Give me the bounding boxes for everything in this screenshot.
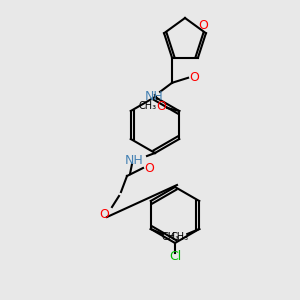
Text: CH₃: CH₃ (162, 232, 180, 242)
Text: Cl: Cl (169, 250, 181, 263)
Text: CH₃: CH₃ (170, 232, 188, 242)
Text: O: O (189, 71, 199, 84)
Text: O: O (199, 19, 208, 32)
Text: NH: NH (124, 154, 143, 167)
Text: CH₃: CH₃ (138, 101, 156, 111)
Text: O: O (144, 161, 154, 175)
Text: O: O (99, 208, 109, 220)
Text: NH: NH (145, 90, 164, 103)
Text: O: O (156, 100, 166, 112)
